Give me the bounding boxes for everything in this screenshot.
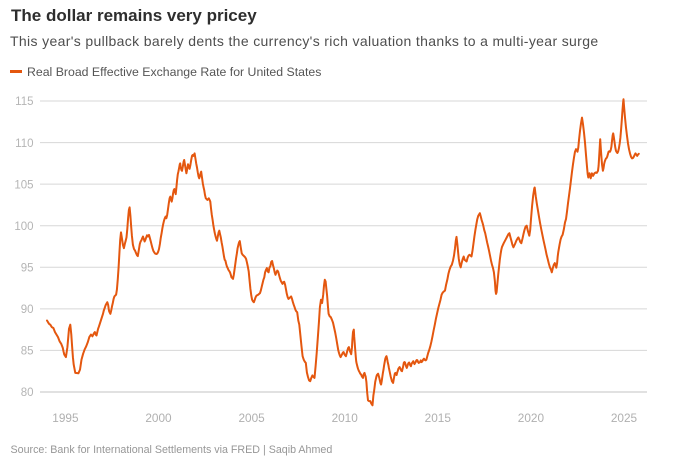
svg-text:80: 80 [21, 387, 34, 399]
svg-text:115: 115 [15, 96, 33, 108]
svg-text:2005: 2005 [238, 411, 265, 425]
svg-text:2010: 2010 [332, 411, 359, 425]
svg-text:2015: 2015 [425, 411, 452, 425]
svg-text:105: 105 [14, 179, 33, 191]
svg-text:1995: 1995 [52, 411, 79, 425]
svg-text:95: 95 [21, 263, 34, 275]
svg-text:90: 90 [21, 304, 34, 316]
svg-text:2000: 2000 [145, 411, 172, 425]
svg-text:2025: 2025 [611, 411, 638, 425]
svg-text:2020: 2020 [518, 411, 545, 425]
svg-text:85: 85 [21, 346, 34, 358]
svg-text:100: 100 [14, 221, 33, 233]
svg-text:110: 110 [15, 138, 33, 150]
